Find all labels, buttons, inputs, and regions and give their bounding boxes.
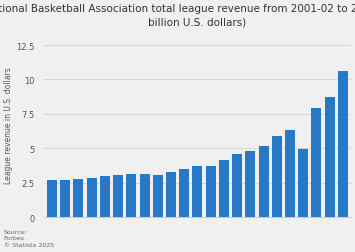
Bar <box>179 170 189 217</box>
Bar <box>311 109 321 217</box>
Bar <box>245 152 255 217</box>
Bar <box>285 130 295 217</box>
Bar <box>47 181 57 217</box>
Bar <box>113 175 123 217</box>
Bar <box>87 178 97 217</box>
Bar <box>338 72 348 217</box>
Bar <box>126 175 136 217</box>
Title: National Basketball Association total league revenue from 2001-02 to 2023-24 (in: National Basketball Association total le… <box>0 4 355 27</box>
Bar <box>206 166 215 217</box>
Text: Source:
Forbes
© Statista 2025: Source: Forbes © Statista 2025 <box>4 229 54 247</box>
Y-axis label: League revenue in U.S. dollars: League revenue in U.S. dollars <box>4 67 13 183</box>
Bar <box>219 161 229 217</box>
Bar <box>166 172 176 217</box>
Bar <box>232 155 242 217</box>
Bar <box>258 146 268 217</box>
Bar <box>298 149 308 217</box>
Bar <box>140 175 149 217</box>
Bar <box>100 176 110 217</box>
Bar <box>325 97 335 217</box>
Bar <box>73 179 83 217</box>
Bar <box>60 181 70 217</box>
Bar <box>192 166 202 217</box>
Bar <box>153 175 163 217</box>
Bar <box>272 137 282 217</box>
